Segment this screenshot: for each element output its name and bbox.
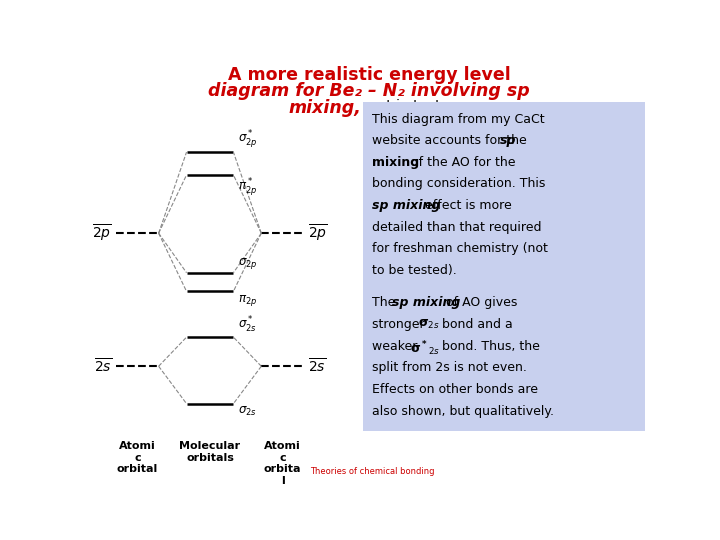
Text: $\mathbf{\sigma^*}_{2s}$: $\mathbf{\sigma^*}_{2s}$: [410, 340, 440, 359]
Text: detailed than that required: detailed than that required: [372, 221, 541, 234]
Text: $\sigma_{2s}$: $\sigma_{2s}$: [238, 405, 256, 418]
Text: $\sigma_{2p}$: $\sigma_{2p}$: [238, 256, 258, 271]
Text: Atomi
c
orbita
l: Atomi c orbita l: [264, 441, 301, 486]
Text: stronger: stronger: [372, 318, 428, 331]
Text: for freshman chemistry (not: for freshman chemistry (not: [372, 242, 548, 255]
Text: sp mixing: sp mixing: [372, 199, 440, 212]
Text: website accounts for the: website accounts for the: [372, 134, 531, 147]
Text: bonding consideration. This: bonding consideration. This: [372, 178, 545, 191]
Text: Molecular
orbitals: Molecular orbitals: [179, 441, 240, 463]
Text: $\overline{2s}$: $\overline{2s}$: [94, 357, 112, 375]
Text: bond and a: bond and a: [438, 318, 513, 331]
Text: mixing,: mixing,: [288, 99, 361, 117]
Text: to be tested).: to be tested).: [372, 264, 456, 277]
Text: sp: sp: [500, 134, 517, 147]
Text: of the AO for the: of the AO for the: [407, 156, 516, 169]
Text: effect is more: effect is more: [421, 199, 512, 212]
Text: $\mathbf{\sigma}_{2s}$: $\mathbf{\sigma}_{2s}$: [418, 318, 439, 331]
Text: Theories of chemical bonding: Theories of chemical bonding: [310, 467, 435, 476]
Text: A more realistic energy level: A more realistic energy level: [228, 66, 510, 84]
Text: mixing: mixing: [372, 156, 419, 169]
Text: also shown, but qualitatively.: also shown, but qualitatively.: [372, 404, 554, 417]
Text: The: The: [372, 296, 399, 309]
Text: diagram for Be₂ – N₂ involving ​sp: diagram for Be₂ – N₂ involving ​sp: [208, 82, 530, 100]
Text: split from 2s is not even.: split from 2s is not even.: [372, 361, 526, 374]
Text: This diagram from my CaCt: This diagram from my CaCt: [372, 113, 544, 126]
Text: $\overline{2p}$: $\overline{2p}$: [308, 222, 328, 244]
FancyBboxPatch shape: [364, 102, 645, 431]
Text: $\sigma^*_{2s}$: $\sigma^*_{2s}$: [238, 315, 256, 335]
Text: not in text: not in text: [369, 99, 441, 113]
Text: sp mixing: sp mixing: [392, 296, 460, 309]
Text: $\overline{2s}$: $\overline{2s}$: [308, 357, 326, 375]
Text: Atomi
c
orbital: Atomi c orbital: [117, 441, 158, 474]
Text: $\sigma^*_{2p}$: $\sigma^*_{2p}$: [238, 129, 258, 151]
Text: $\pi_{2p}$: $\pi_{2p}$: [238, 293, 257, 308]
Text: of AO gives: of AO gives: [442, 296, 518, 309]
Text: bond. Thus, the: bond. Thus, the: [438, 340, 539, 353]
Text: weaker: weaker: [372, 340, 421, 353]
Text: $\overline{2p}$: $\overline{2p}$: [92, 222, 112, 244]
Text: $\pi^*_{2p}$: $\pi^*_{2p}$: [238, 176, 257, 198]
Text: Effects on other bonds are: Effects on other bonds are: [372, 383, 538, 396]
